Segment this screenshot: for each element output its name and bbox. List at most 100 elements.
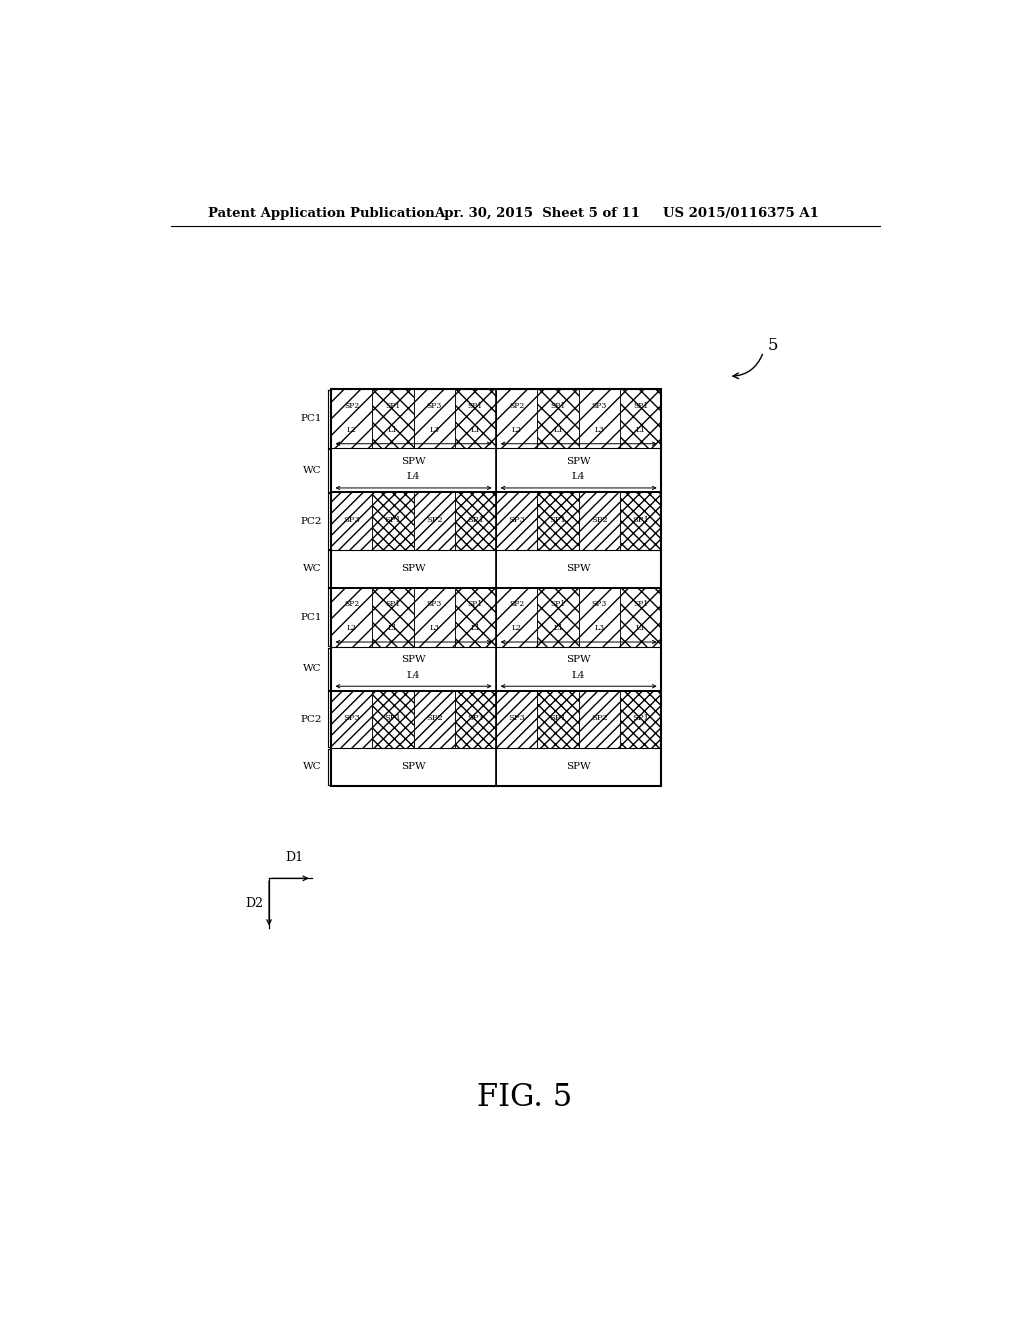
Bar (496, 690, 538, 748)
Bar (496, 748, 662, 785)
Text: FIG. 5: FIG. 5 (477, 1082, 572, 1113)
Text: D1: D1 (285, 851, 303, 865)
Text: SP1: SP1 (633, 601, 648, 609)
Bar (620, 587, 662, 647)
Bar (455, 389, 496, 449)
Text: SP3: SP3 (508, 516, 525, 524)
Text: SP3: SP3 (508, 714, 525, 722)
Text: L1: L1 (471, 624, 480, 632)
Text: L4: L4 (572, 671, 586, 680)
Text: SPW: SPW (566, 564, 591, 573)
Text: L1: L1 (636, 425, 645, 433)
Text: SP2: SP2 (344, 401, 359, 411)
Text: D2: D2 (245, 896, 263, 909)
Bar (414, 587, 455, 647)
Text: L3: L3 (594, 425, 604, 433)
Bar (496, 449, 662, 492)
Bar (455, 492, 496, 549)
Bar (331, 587, 373, 647)
Text: SP1: SP1 (550, 714, 566, 722)
Bar (496, 587, 538, 647)
Bar (331, 748, 496, 785)
Bar (496, 549, 662, 587)
Text: SP1: SP1 (550, 516, 566, 524)
Text: SPW: SPW (566, 457, 591, 466)
Text: PC1: PC1 (300, 414, 322, 424)
Text: SP2: SP2 (591, 714, 607, 722)
Bar (414, 492, 455, 549)
Text: SP2: SP2 (509, 601, 524, 609)
Bar (373, 690, 414, 748)
Text: L2: L2 (512, 624, 521, 632)
Bar (373, 492, 414, 549)
Bar (538, 492, 579, 549)
Bar (331, 449, 496, 492)
Text: L1: L1 (553, 624, 563, 632)
Text: SP2: SP2 (426, 516, 442, 524)
Text: L1: L1 (388, 624, 398, 632)
Text: US 2015/0116375 A1: US 2015/0116375 A1 (663, 207, 818, 220)
Text: PC2: PC2 (300, 715, 322, 723)
Bar (455, 587, 496, 647)
Text: SP1: SP1 (551, 401, 565, 411)
Bar (538, 690, 579, 748)
Bar (620, 389, 662, 449)
Text: WC: WC (303, 564, 322, 573)
Bar (496, 389, 538, 449)
Text: WC: WC (303, 664, 322, 673)
Text: L3: L3 (594, 624, 604, 632)
Text: SPW: SPW (566, 656, 591, 664)
Text: PC2: PC2 (300, 516, 322, 525)
Text: SP3: SP3 (343, 714, 360, 722)
Text: SP1: SP1 (385, 714, 401, 722)
Text: SP3: SP3 (592, 601, 607, 609)
Text: SPW: SPW (401, 656, 426, 664)
Bar (331, 389, 662, 785)
Text: Patent Application Publication: Patent Application Publication (208, 207, 434, 220)
Bar (620, 492, 662, 549)
Bar (538, 587, 579, 647)
Text: SP3: SP3 (592, 401, 607, 411)
Bar (579, 587, 620, 647)
Bar (331, 690, 373, 748)
Bar (579, 492, 620, 549)
Text: L1: L1 (388, 425, 398, 433)
Text: SP2: SP2 (591, 516, 607, 524)
Bar (331, 492, 373, 549)
Text: SP2: SP2 (509, 401, 524, 411)
Text: SP3: SP3 (427, 401, 442, 411)
Text: SPW: SPW (401, 564, 426, 573)
Text: SP1: SP1 (385, 516, 401, 524)
Bar (373, 587, 414, 647)
Bar (496, 647, 662, 690)
Text: SPW: SPW (401, 763, 426, 771)
Text: L3: L3 (429, 425, 439, 433)
Bar (496, 492, 538, 549)
Text: L4: L4 (407, 671, 420, 680)
Text: SP1: SP1 (467, 516, 484, 524)
Text: SP3: SP3 (427, 601, 442, 609)
Bar (455, 690, 496, 748)
Text: L2: L2 (347, 624, 356, 632)
Text: SP1: SP1 (632, 714, 649, 722)
Bar (414, 389, 455, 449)
Text: SP1: SP1 (385, 601, 400, 609)
Text: L1: L1 (636, 624, 645, 632)
Text: SP1: SP1 (467, 714, 484, 722)
Text: PC1: PC1 (300, 612, 322, 622)
Bar (331, 647, 496, 690)
Bar (373, 389, 414, 449)
Bar (620, 690, 662, 748)
Text: SP1: SP1 (551, 601, 565, 609)
Text: SP1: SP1 (633, 401, 648, 411)
Bar (414, 690, 455, 748)
Text: L3: L3 (429, 624, 439, 632)
Text: L2: L2 (347, 425, 356, 433)
Text: SP1: SP1 (468, 401, 483, 411)
Text: L1: L1 (471, 425, 480, 433)
Text: 5: 5 (767, 337, 778, 354)
Text: WC: WC (303, 763, 322, 771)
Text: SPW: SPW (566, 763, 591, 771)
Bar (579, 389, 620, 449)
Text: L1: L1 (553, 425, 563, 433)
